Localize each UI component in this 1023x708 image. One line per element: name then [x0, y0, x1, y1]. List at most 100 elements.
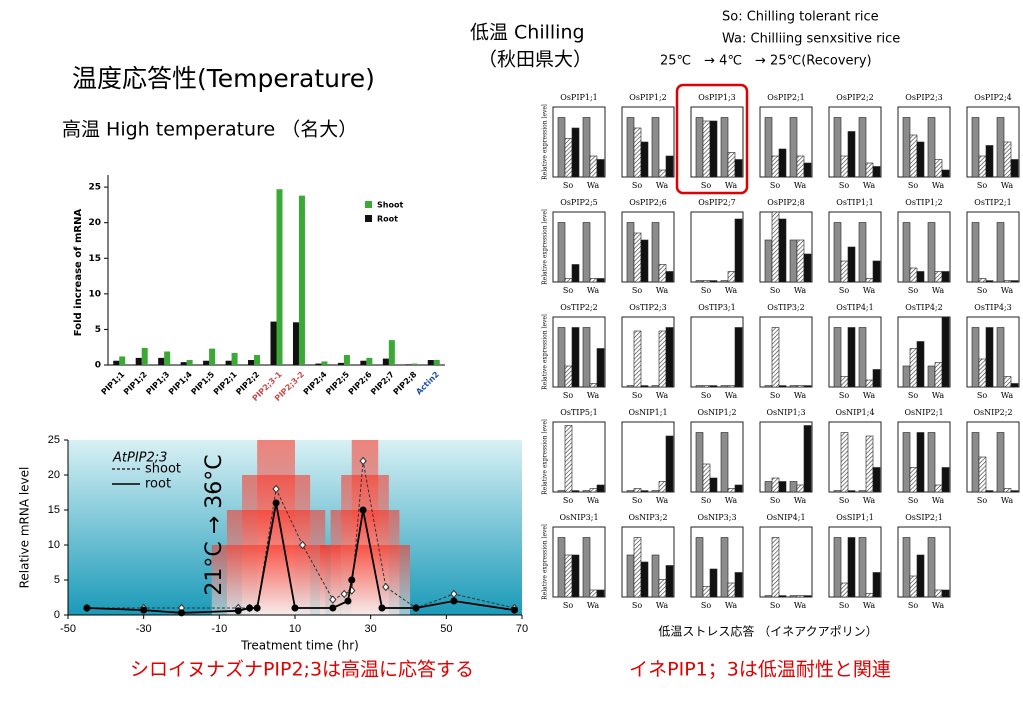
panel-title: OsTIP2;1 [974, 198, 1011, 207]
bar [557, 222, 566, 283]
bar [840, 432, 849, 493]
bar [665, 435, 674, 493]
x-tick-label: PIP2;6 [347, 370, 374, 397]
x-tick-label: PIP1;5 [189, 370, 216, 397]
bar [651, 385, 660, 388]
bar [564, 278, 573, 283]
point [329, 595, 337, 604]
bar [916, 432, 925, 493]
x-tick-label: So [563, 496, 573, 505]
x-tick-label: So [701, 286, 711, 295]
panel-title: OsNIP1;1 [628, 408, 667, 417]
bar [771, 537, 780, 598]
y-tick-label: 0 [54, 609, 60, 621]
x-tick-label: Wa [587, 181, 600, 190]
bar [382, 358, 389, 365]
legend-swatch [365, 215, 372, 222]
bar [909, 348, 918, 388]
caption: イネPIP1；3は低温耐性と関連 [629, 659, 891, 681]
bar [727, 582, 736, 598]
panel-title: OsTIP2;2 [560, 303, 597, 312]
x-tick-label: Wa [587, 391, 600, 400]
point [348, 576, 356, 584]
bar [858, 117, 867, 178]
panel-title: OsNIP2;2 [973, 408, 1012, 417]
bar [833, 537, 842, 598]
bar [1003, 376, 1012, 388]
bar [771, 327, 780, 388]
bar [640, 561, 649, 598]
bar [941, 316, 950, 388]
bar [720, 385, 729, 388]
bar [695, 117, 704, 178]
bar [727, 152, 736, 178]
point [83, 604, 91, 612]
x-tick-label: Wa [725, 601, 738, 610]
x-tick-label: Wa [587, 286, 600, 295]
bar [865, 593, 874, 598]
bar [702, 280, 711, 283]
bar [803, 595, 812, 598]
bar [778, 148, 787, 178]
bar [225, 360, 232, 365]
x-tick-label: So [563, 601, 573, 610]
bar [658, 330, 667, 388]
bar [734, 159, 743, 178]
bar [971, 222, 980, 283]
x-tick-label: So [632, 601, 642, 610]
x-tick-label: So [908, 496, 918, 505]
x-tick-label: Wa [863, 601, 876, 610]
bar [840, 582, 849, 598]
bar [633, 537, 642, 598]
bar [141, 347, 148, 365]
point [510, 606, 518, 614]
bar [847, 327, 856, 388]
x-tick-label: Wa [932, 286, 945, 295]
bar [971, 117, 980, 178]
legend-label: shoot [145, 462, 181, 477]
bar [778, 218, 787, 283]
x-tick-label: So [977, 391, 987, 400]
bar [934, 159, 943, 178]
x-tick-label: PIP2;1 [212, 370, 239, 397]
bar [589, 589, 598, 598]
bar [254, 355, 261, 365]
bar [771, 211, 780, 283]
x-tick-label: Wa [725, 391, 738, 400]
x-tick-label: So [563, 286, 573, 295]
x-tick-label: So [977, 181, 987, 190]
bar [709, 477, 718, 493]
bar [796, 484, 805, 493]
y-tick-label: 25 [48, 434, 60, 446]
x-tick-label: PIP1;3 [144, 370, 171, 397]
bar [720, 537, 729, 598]
x-tick-label: So [908, 391, 918, 400]
bar [695, 432, 704, 493]
bar [564, 138, 573, 178]
bar [778, 385, 787, 388]
bar [427, 360, 434, 365]
bar [702, 385, 711, 388]
bar [934, 484, 943, 493]
bar [596, 278, 605, 283]
bar [865, 278, 874, 283]
note: Wa: Chilliing senxsitive rice [722, 32, 900, 47]
bar [315, 363, 322, 365]
bar [734, 218, 743, 283]
x-tick-label: Wa [932, 601, 945, 610]
bar [695, 280, 704, 283]
bar [865, 162, 874, 178]
point [298, 540, 307, 550]
x-tick-label: So [908, 286, 918, 295]
bar [941, 589, 950, 598]
x-tick-label: 10 [289, 623, 301, 635]
x-tick-label: Wa [863, 496, 876, 505]
x-tick-label: PIP1;4 [167, 370, 194, 397]
bar [934, 589, 943, 598]
bar [564, 425, 573, 493]
x-tick-label: So [839, 286, 849, 295]
bar [665, 565, 674, 598]
bar [433, 360, 440, 365]
bar [734, 327, 743, 388]
bar [582, 117, 591, 178]
